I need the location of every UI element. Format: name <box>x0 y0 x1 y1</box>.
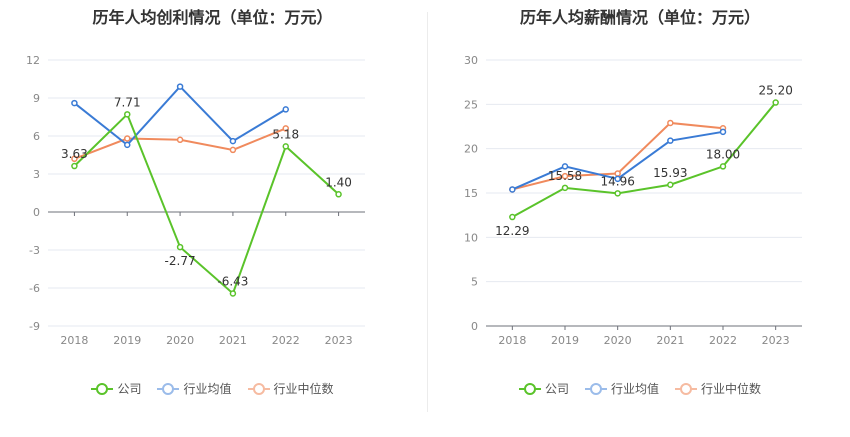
legend-item-industry-median[interactable]: 行业中位数 <box>675 380 761 397</box>
data-point <box>614 175 621 183</box>
profit-chart-panel: 历年人均创利情况（单位：万元） 12 9 6 3 0 -3 -6 -9 2018 2019 2020… <box>0 8 425 397</box>
y-tick-label: 0 <box>471 320 478 333</box>
data-point <box>667 137 674 144</box>
data-label: 18.00 <box>706 147 740 161</box>
chart-legend: 公司 行业均值 行业中位数 <box>430 380 850 397</box>
data-point <box>667 119 674 127</box>
y-tick-label: 30 <box>464 54 478 67</box>
series-line <box>511 101 777 218</box>
y-tick-label: -6 <box>29 282 40 295</box>
y-tick-label: 25 <box>464 98 478 111</box>
data-point <box>176 243 184 251</box>
data-point <box>509 213 516 221</box>
y-tick-label: 9 <box>33 92 40 105</box>
legend-line-icon <box>584 382 607 395</box>
data-label: 25.20 <box>758 84 792 98</box>
data-point <box>561 172 569 180</box>
x-tick-label: 2021 <box>219 334 247 347</box>
legend-line-icon <box>247 382 270 395</box>
legend-line-icon <box>675 382 697 395</box>
y-tick-label: -3 <box>29 244 40 257</box>
data-point <box>335 191 342 198</box>
data-point <box>282 106 289 113</box>
legend-label: 公司 <box>544 382 569 396</box>
data-label: 1.40 <box>325 175 352 189</box>
data-label: -2.77 <box>165 254 196 268</box>
x-tick-label: 2022 <box>272 334 300 347</box>
y-tick-label: 12 <box>26 54 40 67</box>
data-label: 15.58 <box>548 169 582 183</box>
legend-label: 行业均值 <box>610 382 659 396</box>
legend-line-icon <box>157 382 180 395</box>
y-tick-label: 20 <box>464 143 478 156</box>
x-tick-label: 2018 <box>60 334 88 347</box>
data-point <box>614 190 621 197</box>
data-point <box>124 141 131 149</box>
y-tick-label: 3 <box>33 168 40 181</box>
x-tick-label: 2023 <box>325 334 353 347</box>
data-point <box>719 128 727 136</box>
legend-line-icon <box>91 382 114 395</box>
data-point <box>229 137 237 145</box>
data-point <box>667 181 674 189</box>
x-tick-label: 2019 <box>113 334 141 347</box>
series-line <box>73 112 340 296</box>
data-point <box>509 186 516 193</box>
legend-item-industry-median[interactable]: 行业中位数 <box>247 380 334 397</box>
legend-label: 行业均值 <box>183 382 232 396</box>
series-line <box>74 127 287 160</box>
legend-label: 公司 <box>117 382 142 396</box>
x-tick-label: 2018 <box>498 334 526 347</box>
x-tick-label: 2020 <box>166 334 194 347</box>
data-point <box>229 146 237 154</box>
data-point <box>282 143 289 150</box>
y-tick-label: 15 <box>464 187 478 200</box>
data-point <box>124 135 131 142</box>
panel-divider <box>427 12 428 412</box>
y-tick-label: 6 <box>33 130 40 143</box>
data-point <box>561 163 569 170</box>
data-label: -6.43 <box>217 274 248 288</box>
data-point <box>176 83 184 90</box>
legend-line-icon <box>518 382 541 395</box>
y-tick-label: -9 <box>29 320 40 333</box>
y-tick-label: 10 <box>464 231 478 244</box>
x-tick-label: 2023 <box>762 334 790 347</box>
legend-item-company[interactable]: 公司 <box>518 380 569 397</box>
legend-item-company[interactable]: 公司 <box>91 380 141 397</box>
data-point <box>561 184 569 192</box>
data-point <box>176 136 184 144</box>
x-tick-label: 2022 <box>709 334 737 347</box>
legend-label: 行业中位数 <box>701 382 762 396</box>
chart-title: 历年人均创利情况（单位：万元） <box>92 8 333 27</box>
x-tick-label: 2019 <box>551 334 579 347</box>
data-label: 3.63 <box>61 147 88 161</box>
data-label: 15.93 <box>653 166 687 180</box>
data-point <box>71 99 78 107</box>
y-tick-label: 5 <box>471 276 478 289</box>
x-tick-label: 2021 <box>656 334 684 347</box>
data-point <box>124 111 131 118</box>
salary-chart-panel: 历年人均薪酬情况（单位：万元） 30 25 20 15 10 5 0 2018 2019 2020… <box>430 0 850 437</box>
chart-title: 历年人均薪酬情况（单位：万元） <box>519 8 760 27</box>
y-tick-label: 0 <box>33 206 40 219</box>
legend-item-industry-avg[interactable]: 行业均值 <box>157 380 232 397</box>
x-tick-label: 2020 <box>604 334 632 347</box>
salary-line-chart: 30 25 20 15 10 5 0 2018 2019 2020 2021 2022 2023 12.2… <box>464 54 802 347</box>
data-label: 14.96 <box>600 174 634 188</box>
data-point <box>71 162 78 170</box>
data-label: 5.18 <box>272 127 299 141</box>
data-point <box>719 163 727 170</box>
data-point <box>229 290 237 297</box>
data-point <box>71 155 78 163</box>
profit-line-chart: 12 9 6 3 0 -3 -6 -9 2018 2019 2020 2021 2022 2023 3.63… <box>26 54 365 347</box>
legend-item-industry-avg[interactable]: 行业均值 <box>584 380 659 397</box>
chart-legend: 公司 行业均值 行业中位数 <box>0 380 425 397</box>
data-label: 7.71 <box>114 95 141 109</box>
data-point <box>282 125 289 132</box>
data-label: 12.29 <box>495 224 529 238</box>
data-point <box>772 99 779 106</box>
legend-label: 行业中位数 <box>273 382 334 396</box>
